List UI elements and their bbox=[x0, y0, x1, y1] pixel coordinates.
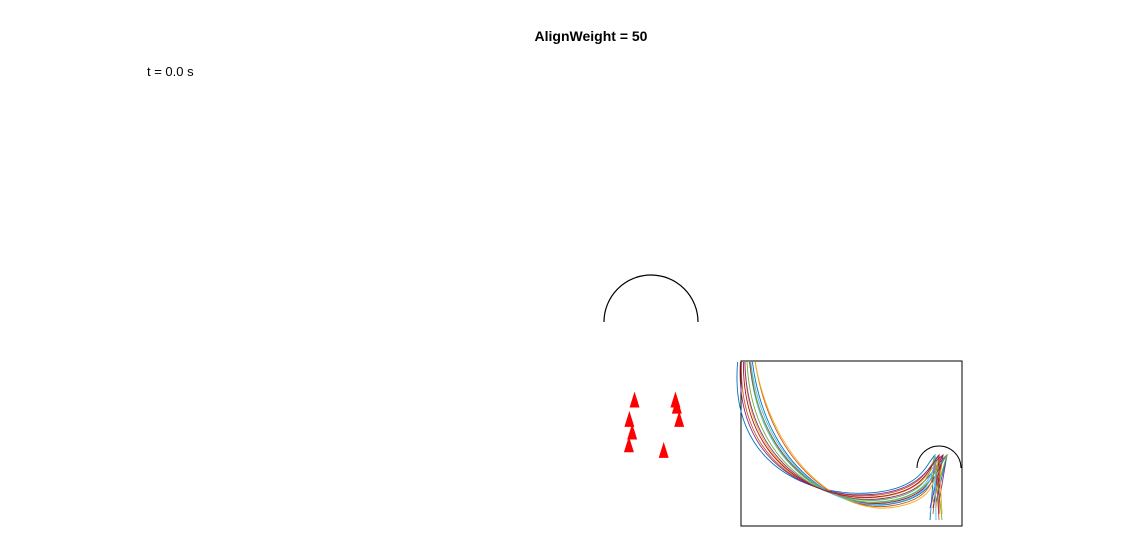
inset-obstacle-arc bbox=[916, 445, 962, 469]
chart-title: AlignWeight = 50 bbox=[535, 28, 648, 44]
agents-layer bbox=[623, 391, 685, 458]
agent-marker bbox=[624, 410, 635, 427]
obstacle-arc bbox=[603, 274, 699, 323]
trajectory-line bbox=[746, 361, 943, 521]
trajectory-line bbox=[742, 361, 940, 514]
agent-marker bbox=[658, 441, 669, 458]
agent-marker bbox=[671, 397, 682, 414]
trajectory-line bbox=[739, 361, 944, 509]
trajectory-line bbox=[750, 361, 937, 521]
agent-marker bbox=[674, 410, 685, 427]
main-plot-area bbox=[603, 274, 699, 458]
time-label: t = 0.0 s bbox=[147, 64, 194, 79]
agent-marker bbox=[627, 423, 638, 440]
trajectory-line bbox=[736, 361, 936, 521]
agent-marker bbox=[623, 436, 634, 453]
trajectory-line bbox=[749, 361, 940, 515]
inset-trajectory-lines bbox=[736, 361, 948, 521]
trajectory-inset bbox=[736, 360, 963, 527]
agent-marker bbox=[629, 391, 640, 408]
